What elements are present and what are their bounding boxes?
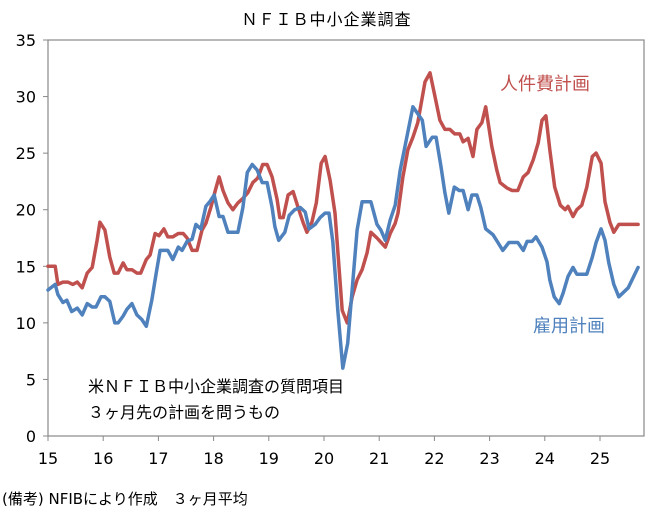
x-tick-label: 15 xyxy=(38,449,58,468)
y-tick-label: 0 xyxy=(26,427,36,446)
series-line-hiring-plans xyxy=(46,105,640,370)
series-line-labor-cost-plans xyxy=(46,71,640,325)
y-tick-label: 30 xyxy=(16,88,36,107)
y-tick-label: 15 xyxy=(16,257,36,276)
y-tick-label: 5 xyxy=(26,370,36,389)
annotation-line-2: ３ヶ月先の計画を問うもの xyxy=(88,403,280,422)
x-tick-label: 25 xyxy=(590,449,610,468)
x-tick-label: 17 xyxy=(148,449,168,468)
plot-area-border xyxy=(47,39,645,437)
legend-label-labor-cost: 人件費計画 xyxy=(500,74,590,95)
annotation-line-1: 米ＮＦＩＢ中小企業調査の質問項目 xyxy=(88,377,344,396)
footnote: (備考) NFIBにより作成 ３ヶ月平均 xyxy=(2,490,248,508)
x-tick-label: 18 xyxy=(203,449,223,468)
y-tick-label: 10 xyxy=(16,314,36,333)
x-tick-label: 21 xyxy=(369,449,389,468)
x-tick-label: 19 xyxy=(259,449,279,468)
axes: 0 5 10 15 20 25 30 35 15 16 17 18 19 20 21 22 23 24 25 xyxy=(16,31,645,468)
x-tick-label: 20 xyxy=(314,449,334,468)
chart-title: ＮＦＩＢ中小企業調査 xyxy=(241,10,412,29)
x-tick-label: 22 xyxy=(424,449,444,468)
series-lines xyxy=(46,71,640,370)
y-tick-label: 35 xyxy=(16,31,36,50)
y-tick-label: 20 xyxy=(16,201,36,220)
x-tick-label: 24 xyxy=(535,449,555,468)
x-tick-label: 23 xyxy=(479,449,499,468)
legend-label-hiring: 雇用計画 xyxy=(533,316,605,337)
y-tick-label: 25 xyxy=(16,144,36,163)
x-tick-label: 16 xyxy=(93,449,113,468)
